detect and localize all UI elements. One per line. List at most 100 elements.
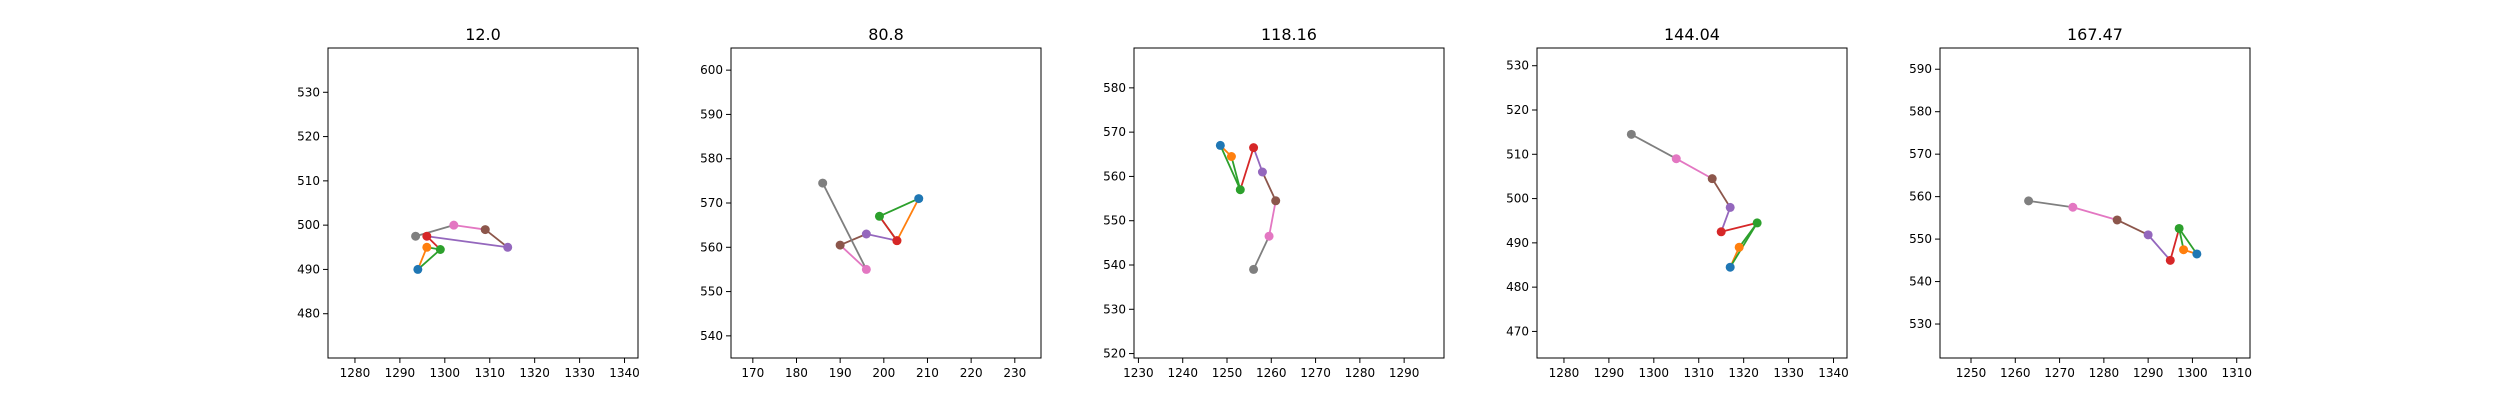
x-tick-label: 1250 bbox=[1212, 366, 1243, 380]
y-tick-label: 520 bbox=[1506, 103, 1529, 117]
data-point bbox=[2179, 245, 2189, 255]
data-point bbox=[1264, 231, 1274, 241]
connector-line bbox=[415, 224, 455, 238]
connector-line bbox=[839, 244, 867, 271]
x-tick-label: 1240 bbox=[1167, 366, 1198, 380]
y-tick-label: 510 bbox=[297, 174, 320, 188]
connector-line bbox=[866, 233, 898, 242]
plot-frame bbox=[1133, 47, 1445, 359]
data-point bbox=[1671, 154, 1681, 164]
data-point bbox=[411, 231, 421, 241]
connector-line bbox=[2116, 219, 2149, 236]
connector-line bbox=[1675, 157, 1713, 180]
x-tick-label: 1280 bbox=[340, 366, 371, 380]
x-tick-label: 1290 bbox=[2133, 366, 2164, 380]
data-point bbox=[1707, 174, 1717, 184]
x-tick-label: 1300 bbox=[1639, 366, 1670, 380]
subplot-title: 118.16 bbox=[1261, 25, 1317, 44]
data-point bbox=[1752, 218, 1762, 228]
x-tick-label: 1310 bbox=[1683, 366, 1714, 380]
connector-line bbox=[2169, 228, 2181, 261]
connector-line bbox=[2028, 199, 2073, 209]
x-tick-label: 210 bbox=[916, 366, 939, 380]
x-tick-label: 1290 bbox=[385, 366, 416, 380]
data-point bbox=[449, 220, 459, 230]
y-tick-label: 570 bbox=[1909, 147, 1932, 161]
data-point bbox=[892, 236, 902, 246]
x-tick-label: 1290 bbox=[1594, 366, 1625, 380]
data-point bbox=[2192, 249, 2202, 259]
connector-line bbox=[453, 224, 486, 231]
connector-line bbox=[1219, 145, 1242, 191]
connector-line bbox=[1252, 235, 1270, 270]
data-point bbox=[861, 229, 871, 239]
y-tick-label: 590 bbox=[700, 107, 723, 121]
data-point bbox=[422, 231, 432, 241]
x-tick-label: 1330 bbox=[1773, 366, 1804, 380]
data-point bbox=[861, 264, 871, 274]
x-tick-label: 170 bbox=[741, 366, 764, 380]
y-tick-label: 520 bbox=[1103, 347, 1126, 361]
data-point bbox=[2024, 196, 2034, 206]
y-tick-label: 530 bbox=[1506, 59, 1529, 73]
x-tick-label: 1260 bbox=[2000, 366, 2031, 380]
y-tick-label: 540 bbox=[700, 329, 723, 343]
y-tick-label: 540 bbox=[1103, 258, 1126, 272]
y-tick-label: 560 bbox=[700, 240, 723, 254]
connector-line bbox=[1711, 178, 1731, 208]
connector-line bbox=[1720, 222, 1758, 233]
data-point bbox=[422, 242, 432, 252]
x-tick-label: 1310 bbox=[2221, 366, 2252, 380]
connector-line bbox=[2147, 234, 2171, 261]
y-tick-label: 480 bbox=[1506, 280, 1529, 294]
x-tick-label: 1280 bbox=[1345, 366, 1376, 380]
connector-line bbox=[821, 182, 868, 270]
x-tick-label: 1270 bbox=[2044, 366, 2075, 380]
x-tick-label: 1270 bbox=[1300, 366, 1331, 380]
x-tick-label: 1280 bbox=[1549, 366, 1580, 380]
y-tick-label: 480 bbox=[297, 307, 320, 321]
x-tick-label: 1320 bbox=[519, 366, 550, 380]
data-point bbox=[2112, 215, 2122, 225]
x-tick-label: 1340 bbox=[609, 366, 640, 380]
data-point bbox=[413, 264, 423, 274]
connector-line bbox=[1261, 171, 1277, 202]
y-tick-label: 560 bbox=[1103, 169, 1126, 183]
data-point bbox=[2174, 223, 2184, 233]
connector-line bbox=[1630, 133, 1677, 160]
x-tick-label: 1320 bbox=[1728, 366, 1759, 380]
subplot-title: 144.04 bbox=[1664, 25, 1720, 44]
subplot-title: 167.47 bbox=[2067, 25, 2123, 44]
connector-line bbox=[896, 198, 920, 242]
y-tick-label: 580 bbox=[1103, 81, 1126, 95]
x-tick-label: 180 bbox=[785, 366, 808, 380]
subplot-1: 12.0 1280 1290 1300 1310 1320 1330 1340 480 490 50… bbox=[297, 25, 640, 380]
subplot-title: 12.0 bbox=[465, 25, 501, 44]
x-tick-label: 1260 bbox=[1256, 366, 1287, 380]
subplot-5: 167.47 1250 1260 1270 1280 1290 1300 1310 530 540… bbox=[1909, 25, 2252, 380]
data-point bbox=[1716, 227, 1726, 237]
x-tick-label: 220 bbox=[960, 366, 983, 380]
x-tick-label: 1230 bbox=[1123, 366, 1154, 380]
data-point bbox=[874, 211, 884, 221]
y-tick-label: 590 bbox=[1909, 62, 1932, 76]
plot-frame bbox=[730, 47, 1042, 359]
data-point bbox=[2068, 202, 2078, 212]
subplot-4: 144.04 1280 1290 1300 1310 1320 1330 1340 470 480… bbox=[1506, 25, 1849, 380]
connector-line bbox=[879, 197, 920, 218]
data-point bbox=[1249, 143, 1259, 153]
x-tick-label: 1330 bbox=[564, 366, 595, 380]
data-point bbox=[1226, 152, 1236, 161]
data-point bbox=[1725, 202, 1735, 212]
connector-line bbox=[839, 233, 867, 246]
y-tick-label: 510 bbox=[1506, 147, 1529, 161]
data-point bbox=[2143, 230, 2153, 240]
data-point bbox=[503, 242, 513, 252]
y-tick-label: 530 bbox=[297, 85, 320, 99]
y-tick-label: 550 bbox=[1103, 214, 1126, 228]
connector-line bbox=[2072, 206, 2118, 221]
y-tick-label: 520 bbox=[297, 130, 320, 144]
plot-frame bbox=[327, 47, 639, 359]
data-point bbox=[914, 194, 924, 204]
data-point bbox=[480, 225, 490, 235]
